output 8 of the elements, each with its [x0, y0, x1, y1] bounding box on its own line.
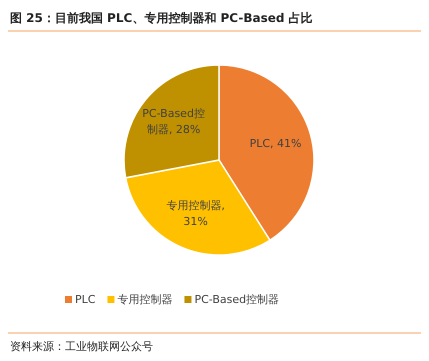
data-label: PC-Based控制器, 28%: [141, 106, 206, 138]
legend-label: PC-Based控制器: [194, 293, 280, 306]
legend-label: 专用控制器: [117, 293, 172, 306]
legend-label: PLC: [75, 293, 96, 306]
text: 资料来源：工业物联网公众号: [10, 340, 153, 353]
chart-title: 图 25：目前我国 PLC、专用控制器和 PC-Based 占比: [10, 11, 313, 25]
data-label: 专用控制器, 31%: [165, 198, 226, 230]
data-label: PLC, 41%: [248, 136, 302, 152]
